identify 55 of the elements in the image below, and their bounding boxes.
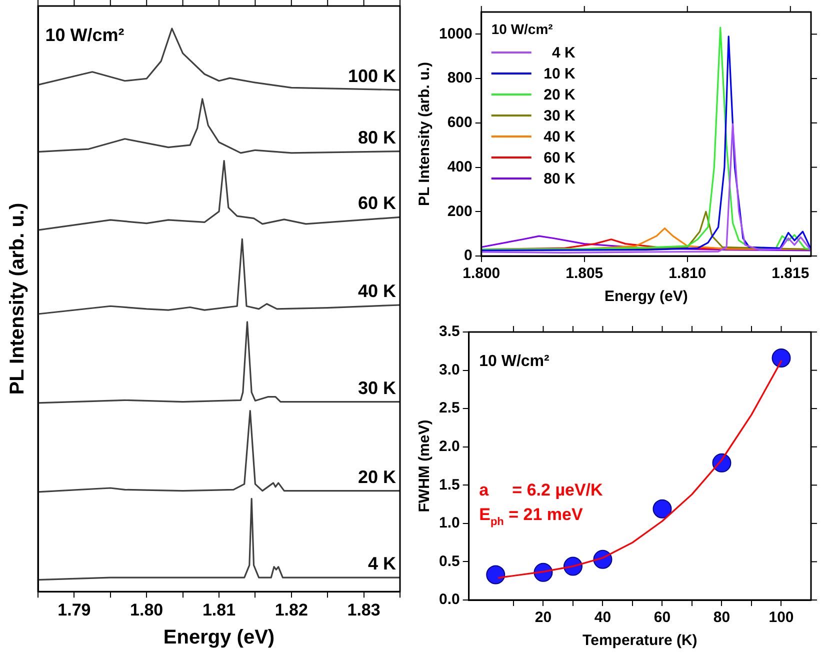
y-tick-label: 0	[464, 247, 472, 264]
x-tick-label: 1.81	[202, 600, 236, 620]
series-label: 20 K	[358, 466, 396, 487]
y-tick-label: 600	[447, 114, 472, 132]
x-tick-label: 1.82	[274, 600, 308, 620]
x-tick-label: 1.805	[566, 265, 604, 282]
x-tick-label: 20	[534, 609, 552, 626]
annotation: 10 W/cm²	[479, 353, 550, 370]
legend-label: 30 K	[544, 108, 576, 124]
series-label: 100 K	[348, 66, 396, 86]
x-tick-label: 1.79	[58, 600, 91, 620]
y-tick-label: 800	[447, 70, 472, 87]
x-axis-title: Temperature (K)	[582, 632, 698, 650]
x-axis-title: Energy (eV)	[163, 626, 275, 649]
point	[652, 499, 672, 518]
series-label: 30 K	[358, 378, 396, 398]
annotation: 10 W/cm²	[45, 24, 124, 45]
y-tick-label: 0.5	[438, 552, 460, 570]
x-tick-label: 60	[654, 609, 671, 626]
legend-label: 10 K	[544, 66, 576, 82]
y-tick-label: 2.0	[438, 438, 460, 455]
x-tick-label: 80	[713, 609, 730, 626]
y-axis-title: PL Intensity (arb. u.)	[6, 202, 29, 395]
x-tick-label: 1.810	[668, 265, 706, 282]
legend-title: 10 W/cm²	[491, 21, 554, 37]
y-tick-label: 3.0	[438, 361, 460, 378]
x-tick-label: 1.800	[462, 265, 500, 282]
series-label: 40 K	[358, 280, 396, 301]
x-tick-label: 1.83	[347, 600, 380, 620]
point	[486, 565, 506, 584]
y-axis-title: PL Intensity (arb. u.)	[416, 62, 434, 206]
legend-label: 60 K	[544, 150, 576, 166]
y-tick-label: 1.0	[438, 514, 460, 532]
x-axis-title: Energy (eV)	[604, 288, 688, 306]
series-label: 4 K	[368, 554, 396, 574]
series-label: 60 K	[358, 193, 396, 214]
y-tick-label: 400	[447, 158, 472, 176]
y-tick-label: 200	[447, 202, 472, 220]
y-tick-label: 1000	[438, 25, 472, 42]
legend-label: 40 K	[544, 128, 576, 146]
series-label: 80 K	[358, 127, 396, 148]
x-tick-label: 100	[768, 609, 794, 626]
annotation: a = 6.2 µeV/K	[479, 480, 604, 500]
y-tick-label: 1.5	[438, 476, 460, 494]
point	[772, 348, 791, 368]
y-tick-label: 3.5	[438, 323, 460, 340]
y-tick-label: 2.5	[438, 400, 460, 417]
x-tick-label: 1.815	[772, 265, 810, 282]
y-axis-title: FWHM (meV)	[416, 420, 434, 512]
y-tick-label: 0.0	[438, 591, 460, 608]
x-tick-label: 1.80	[130, 600, 164, 620]
x-tick-label: 40	[594, 609, 612, 626]
legend-label: 20 K	[544, 86, 576, 104]
legend-label: 80 K	[544, 170, 576, 188]
legend-label: 4 K	[552, 44, 576, 62]
